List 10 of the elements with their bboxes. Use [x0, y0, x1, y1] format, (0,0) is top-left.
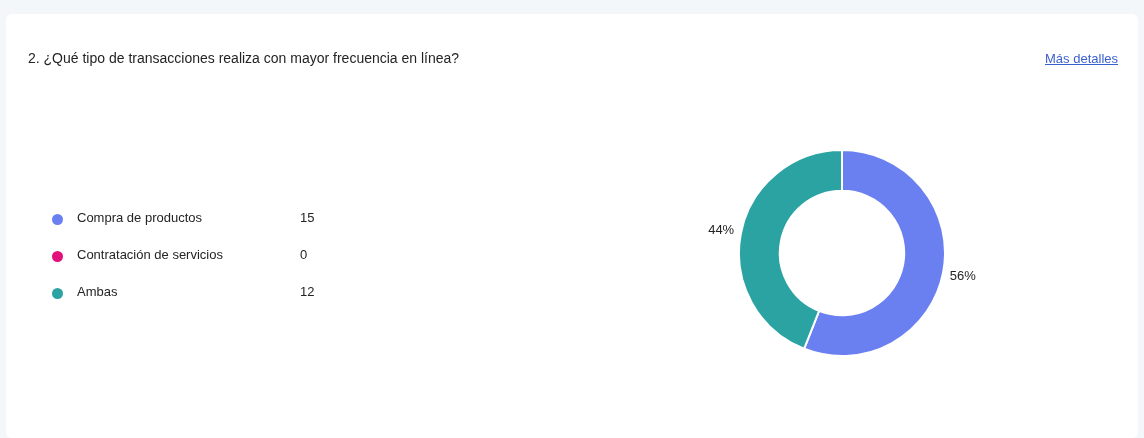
legend-label: Compra de productos — [77, 210, 203, 225]
text: 12 — [300, 284, 315, 299]
data-label: 56% — [949, 267, 977, 283]
text: Más detalles — [1045, 51, 1118, 66]
text: 0 — [300, 247, 308, 262]
legend-label: Ambas — [77, 284, 118, 299]
chart-title: 2. ¿Qué tipo de transacciones realiza con mayor frecuencia en línea? — [28, 50, 460, 66]
data-label: 44% — [708, 221, 735, 237]
legend-label: Contratación de servicios — [77, 247, 223, 262]
text: 15 — [300, 210, 315, 225]
